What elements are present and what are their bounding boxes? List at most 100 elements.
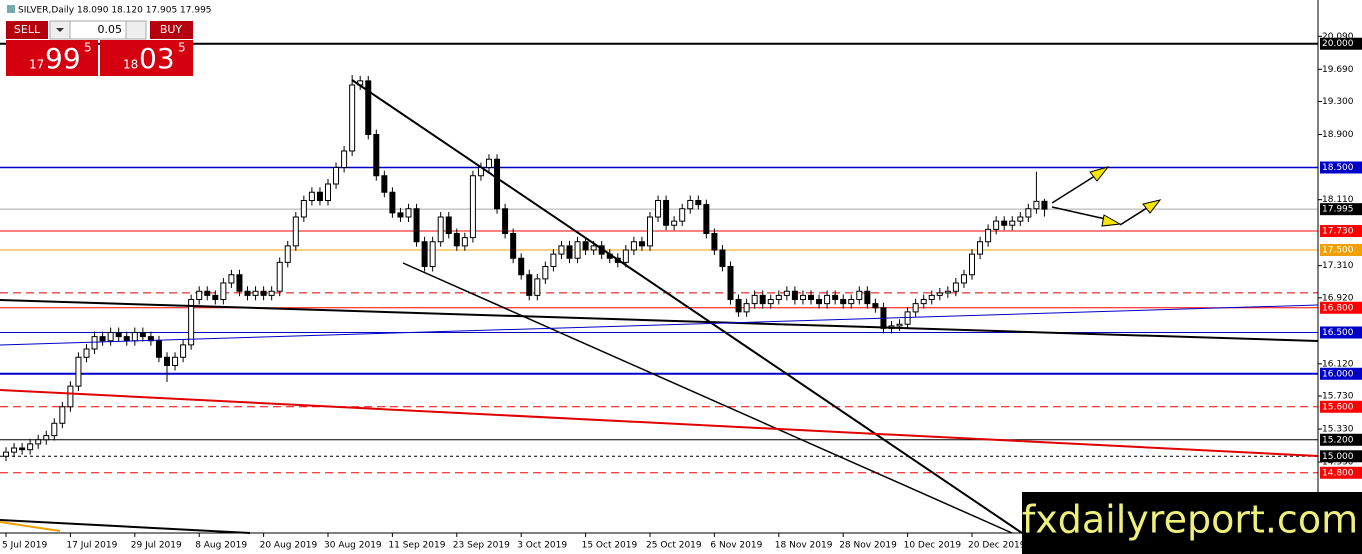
candle-body	[1033, 200, 1040, 210]
x-tick-label: 20 Aug 2019	[260, 541, 318, 551]
lot-spinner[interactable]	[125, 20, 147, 40]
ask-pips: 03	[139, 42, 175, 75]
x-tick-label: 20 Dec 2019	[968, 541, 1026, 551]
x-tick-label: 28 Nov 2019	[839, 541, 897, 551]
y-tick-label: 16.920	[1322, 293, 1354, 303]
candle-body	[244, 290, 251, 296]
candle-body	[574, 241, 581, 259]
candle-body	[172, 356, 179, 367]
candle-body	[695, 199, 702, 206]
candle-body	[59, 406, 66, 424]
level-label-box	[1320, 433, 1362, 446]
x-axis: 5 Jul 2019 17 Jul 2019 29 Jul 2019 8 Aug 20…	[2, 533, 1026, 551]
x-tick-label: 30 Aug 2019	[324, 541, 382, 551]
candle-body	[727, 266, 734, 301]
candle-body	[630, 241, 637, 251]
x-tick-label: 10 Dec 2019	[904, 541, 962, 551]
candle-body	[236, 274, 243, 292]
arrow	[1051, 173, 1099, 204]
level-label: 17.730	[1322, 227, 1354, 237]
candle-body	[791, 290, 798, 301]
trend-line	[0, 299, 1319, 342]
sell-button[interactable]	[6, 21, 48, 39]
candle-body	[35, 439, 42, 445]
candle-body	[622, 249, 629, 263]
level-label-box	[1320, 400, 1362, 413]
candle-body	[663, 199, 670, 226]
candle-body	[944, 290, 951, 294]
candle-body	[139, 332, 146, 338]
buy-button[interactable]	[150, 21, 193, 39]
candle-body	[775, 294, 782, 301]
candle-body	[566, 245, 573, 259]
buy-label: BUY	[160, 23, 183, 36]
x-tick-label: 11 Sep 2019	[388, 541, 445, 551]
candle-body	[123, 336, 130, 342]
candle-body	[824, 294, 831, 305]
level-label-box	[1320, 225, 1362, 238]
candle-body	[43, 435, 50, 441]
candle-body	[397, 212, 404, 218]
candle-body	[19, 447, 26, 451]
candle-body	[75, 356, 82, 387]
arrow	[1051, 206, 1111, 221]
chart-title: SILVER,Daily 18.090 18.120 17.905 17.995	[18, 6, 212, 16]
y-tick-label: 20.090	[1322, 32, 1354, 42]
candle-body	[936, 292, 943, 296]
x-tick-label: 18 Nov 2019	[775, 541, 833, 551]
bid-big-figure: 17	[29, 58, 44, 72]
candle-body	[381, 175, 388, 193]
level-label-box	[1320, 301, 1362, 314]
candle-body	[131, 332, 138, 342]
candle-body	[180, 344, 187, 358]
candle-body	[461, 237, 468, 247]
candle-body	[469, 175, 476, 239]
x-tick-label: 23 Sep 2019	[453, 541, 510, 551]
bid-pips: 99	[45, 42, 81, 75]
trend-line	[402, 262, 1013, 534]
level-label: 15.200	[1322, 435, 1354, 445]
candle-body	[647, 216, 653, 247]
candle-body	[292, 216, 299, 247]
candle-body	[341, 150, 348, 168]
candle-body	[212, 294, 219, 301]
level-label-box	[1320, 326, 1362, 339]
candle-body	[711, 232, 718, 251]
level-label-box	[1320, 466, 1362, 479]
candle-body	[977, 241, 984, 255]
candle-body	[268, 290, 275, 296]
title-icon	[7, 5, 15, 13]
bid-box[interactable]	[6, 40, 98, 76]
trend-lines	[0, 79, 1319, 534]
candle-body	[1017, 216, 1024, 222]
candle-body	[832, 294, 839, 301]
trend-line	[0, 519, 251, 534]
level-label: 16.500	[1322, 328, 1354, 338]
candle-body	[808, 294, 814, 301]
candle-body	[453, 232, 460, 247]
candle-body	[373, 133, 380, 177]
candle-body	[735, 299, 742, 313]
candle-body	[840, 299, 847, 305]
watermark-box	[1022, 492, 1362, 554]
candle-body	[960, 274, 967, 284]
ask-box[interactable]	[100, 40, 193, 76]
candle-body	[1041, 200, 1048, 210]
candle-body	[655, 199, 662, 218]
y-tick-label: 17.310	[1322, 261, 1354, 271]
candle-body	[276, 261, 283, 292]
candle-body	[1025, 208, 1032, 218]
candle-body	[284, 245, 291, 263]
candle-body	[300, 199, 307, 218]
candles	[3, 75, 1048, 462]
level-label: 15.000	[1322, 452, 1354, 462]
arrow	[1119, 205, 1151, 226]
y-tick-label: 18.110	[1322, 195, 1354, 205]
candle-body	[526, 274, 533, 296]
level-label: 20.000	[1322, 39, 1354, 49]
candle-body	[413, 208, 420, 243]
level-label: 17.500	[1322, 245, 1354, 255]
candle-body	[985, 228, 992, 243]
candle-body	[204, 290, 211, 296]
